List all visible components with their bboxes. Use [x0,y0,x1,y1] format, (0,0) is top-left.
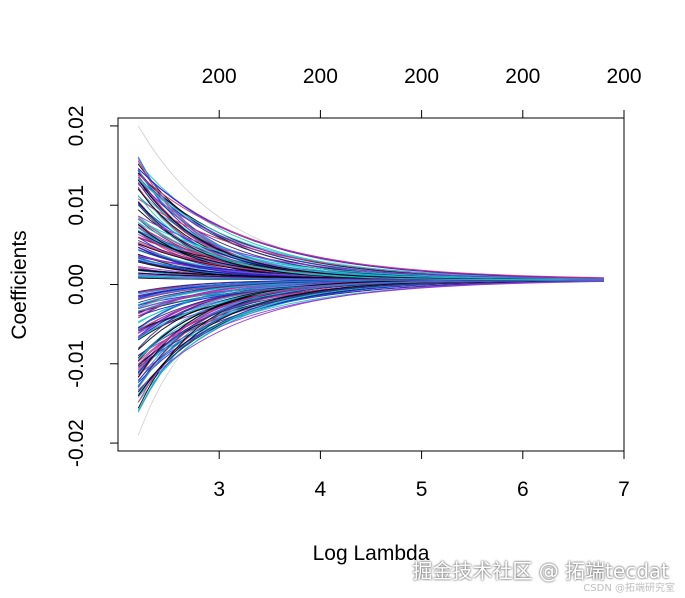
top-tick-label: 200 [505,65,540,88]
top-tick-label: 200 [404,65,439,88]
coefficient-path [137,173,604,279]
coefficient-path [137,195,604,281]
coefficient-path [137,279,604,403]
coefficient-path [138,279,604,312]
coefficient-path [137,215,604,280]
y-tick-label: 0.02 [65,105,88,146]
top-tick-label: 200 [606,65,641,88]
x-tick-label: 6 [517,478,529,501]
y-tick-label: -0.02 [65,419,88,467]
x-tick-label: 5 [416,478,428,501]
y-axis-title: Coefficients [8,230,31,339]
coefficient-path [137,219,604,280]
watermark-text: 掘金技术社区 @ 拓端tecdat [412,559,669,583]
watermark-subtext: CSDN @拓端研究室 [583,583,675,594]
x-tick-label: 3 [213,478,225,501]
y-tick-label: 0.00 [65,264,88,305]
top-tick-label: 200 [303,65,338,88]
x-axis-title: Log Lambda [313,542,430,565]
y-tick-label: 0.01 [65,185,88,226]
coefficient-paths [137,125,604,436]
x-tick-label: 4 [315,478,327,501]
axes: 3 4 5 6 7 200 200 200 200 200 -0.02 -0.01 0.00 0.01 0.… [65,65,642,501]
y-tick-label: -0.01 [65,340,88,388]
top-tick-label: 200 [202,65,237,88]
coefficient-path [137,280,604,391]
x-tick-label: 7 [618,478,630,501]
